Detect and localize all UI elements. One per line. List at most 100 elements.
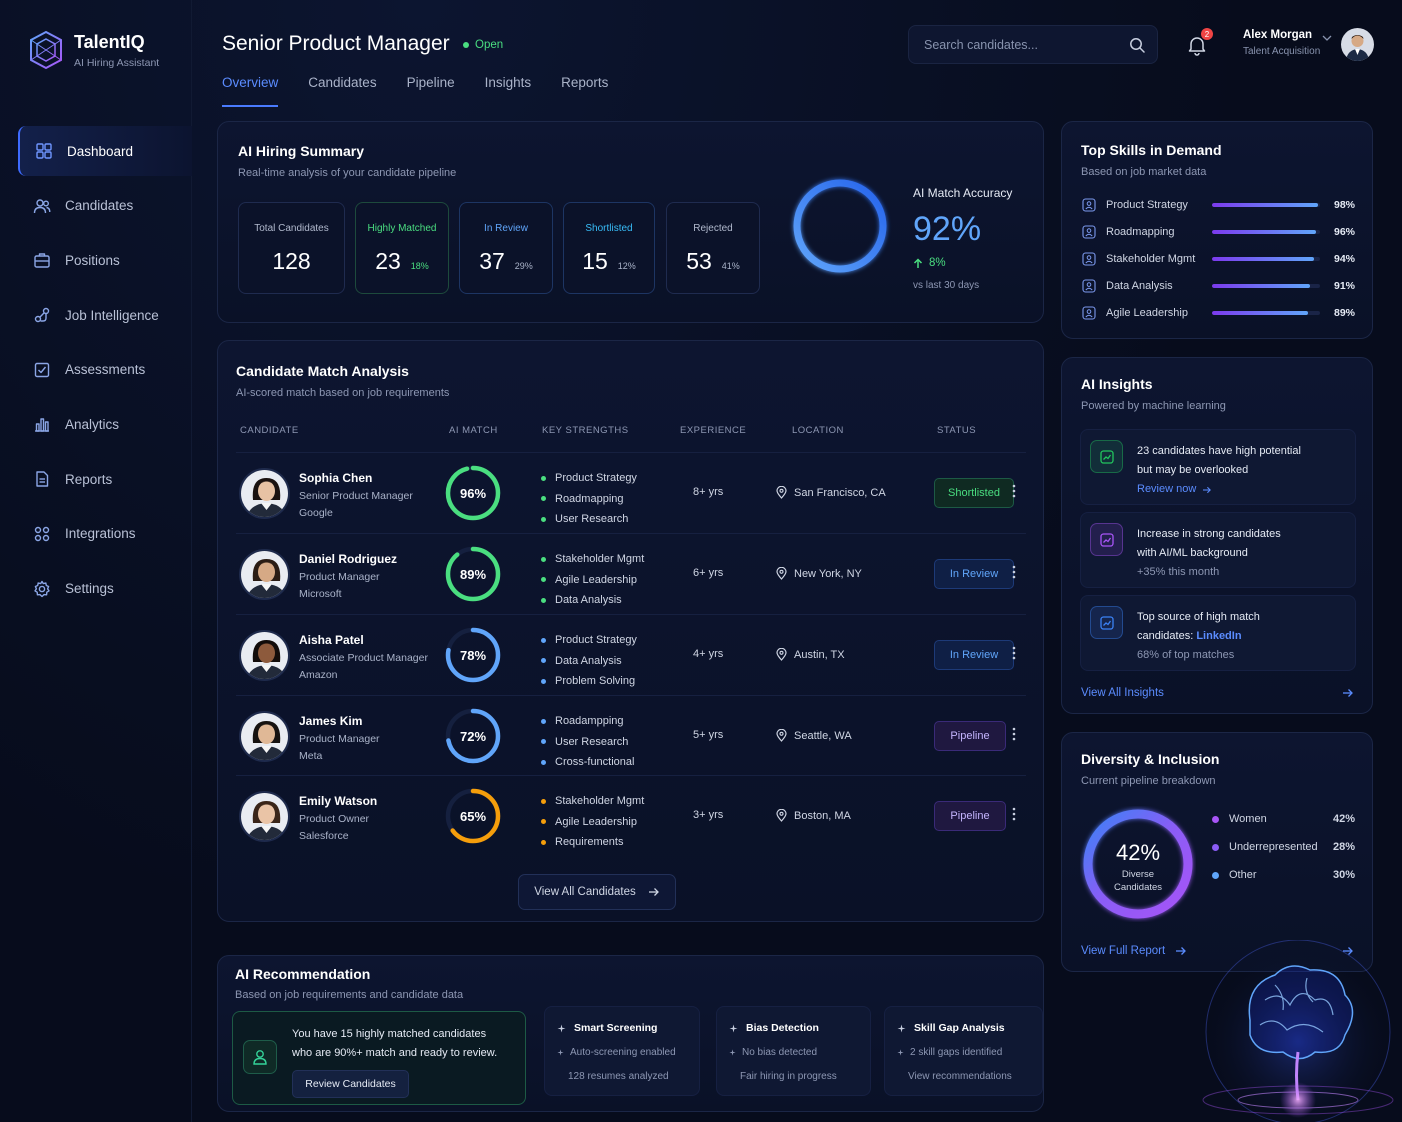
status-badge[interactable]: Pipeline (934, 801, 1006, 831)
ai-brain-illustration (1202, 940, 1394, 1122)
sidebar-item-job-intelligence[interactable]: Job Intelligence (18, 290, 192, 340)
strength-item: Agile Leadership (541, 570, 644, 591)
accuracy-label: AI Match Accuracy (913, 186, 1013, 200)
stat-shortlisted[interactable]: Shortlisted 15 12% (563, 202, 655, 294)
search-input[interactable] (924, 37, 1114, 52)
status-badge[interactable]: Shortlisted (934, 478, 1014, 508)
status-badge[interactable]: In Review (934, 559, 1014, 589)
insight-card[interactable]: Top source of high match candidates: Lin… (1080, 595, 1356, 671)
candidate-avatar[interactable] (239, 468, 290, 519)
stat-total-candidates[interactable]: Total Candidates 128 (238, 202, 345, 294)
recommendation-skill-gap-analysis[interactable]: Skill Gap Analysis 2 skill gaps identifi… (884, 1006, 1043, 1096)
sidebar-item-candidates[interactable]: Candidates (18, 181, 192, 231)
stat-highly-matched[interactable]: Highly Matched 23 18% (355, 202, 449, 294)
skill-percent: 94% (1333, 253, 1355, 265)
skill-name: Data Analysis (1106, 280, 1173, 292)
more-options-icon[interactable] (1012, 645, 1016, 661)
candidate-name[interactable]: Aisha Patel (299, 633, 364, 647)
sidebar-item-reports[interactable]: Reports (18, 454, 192, 504)
candidate-avatar[interactable] (239, 711, 290, 762)
candidate-name[interactable]: James Kim (299, 714, 363, 728)
match-ring (445, 465, 501, 521)
candidate-name[interactable]: Sophia Chen (299, 471, 373, 485)
recommendation-subtitle: Based on job requirements and candidate … (235, 989, 464, 1001)
notification-bell-icon[interactable] (1186, 34, 1208, 56)
recommendation-bias-detection[interactable]: Bias Detection No bias detected Fair hir… (716, 1006, 871, 1096)
more-options-icon[interactable] (1012, 806, 1016, 822)
more-options-icon[interactable] (1012, 726, 1016, 742)
tab-reports[interactable]: Reports (561, 75, 609, 90)
insight-card[interactable]: 23 candidates have high potential but ma… (1080, 429, 1356, 505)
view-all-insights-link[interactable]: View All Insights (1081, 687, 1164, 699)
view-all-candidates-button[interactable]: View All Candidates (518, 874, 676, 910)
sidebar-item-integrations[interactable]: Integrations (18, 509, 192, 559)
search-icon[interactable] (1129, 37, 1145, 53)
tab-overview[interactable]: Overview (222, 75, 279, 107)
location-pin-icon (776, 729, 787, 742)
candidate-avatar[interactable] (239, 791, 290, 842)
strength-label: Roadmapping (555, 492, 624, 505)
sidebar-item-dashboard[interactable]: Dashboard (18, 126, 192, 176)
insight-card[interactable]: Increase in strong candidates with AI/ML… (1080, 512, 1356, 588)
tab-pipeline[interactable]: Pipeline (406, 75, 455, 90)
recommendation-smart-screening[interactable]: Smart Screening Auto-screening enabled 1… (544, 1006, 700, 1096)
bullet-dot (541, 496, 546, 502)
candidate-avatar[interactable] (239, 630, 290, 681)
table-row[interactable]: Aisha Patel Associate Product Manager Am… (236, 614, 1026, 694)
stat-value: 53 (686, 248, 712, 274)
arrow-right-icon[interactable] (1342, 688, 1354, 698)
candidate-name[interactable]: Daniel Rodriguez (299, 552, 398, 566)
recommendation-box-title: Skill Gap Analysis (914, 1022, 1005, 1034)
sidebar-item-settings[interactable]: Settings (18, 564, 192, 614)
sidebar-item-assessments[interactable]: Assessments (18, 345, 192, 395)
insight-line1: Increase in strong candidates (1137, 528, 1281, 540)
location-pin-icon (776, 648, 787, 661)
review-candidates-button[interactable]: Review Candidates (292, 1070, 409, 1098)
insight-icon-box (1090, 440, 1123, 473)
insight-icon-box (1090, 523, 1123, 556)
diversity-center-label: Diverse (1121, 869, 1155, 880)
strength-item: Problem Solving (541, 671, 637, 692)
tab-candidates[interactable]: Candidates (308, 75, 377, 90)
status-badge[interactable]: In Review (934, 640, 1014, 670)
skill-name: Product Strategy (1106, 199, 1188, 211)
candidate-company: Salesforce (299, 830, 349, 842)
sidebar-item-analytics[interactable]: Analytics (18, 399, 192, 449)
skill-row: Product Strategy 98% (1082, 196, 1355, 214)
candidate-name[interactable]: Emily Watson (299, 794, 378, 808)
experience: 6+ yrs (693, 567, 724, 579)
key-strengths: Stakeholder Mgmt Agile Leadership Data Ana… (541, 549, 644, 611)
strength-item: Stakeholder Mgmt (541, 791, 644, 812)
skill-bar (1212, 311, 1320, 315)
view-full-report-link[interactable]: View Full Report (1081, 945, 1187, 957)
diversity-center-value: 42% (1115, 840, 1161, 865)
stat-rejected[interactable]: Rejected 53 41% (666, 202, 760, 294)
status-badge[interactable]: Pipeline (934, 721, 1006, 751)
hiring-summary-title: AI Hiring Summary (238, 143, 365, 159)
candidate-avatar[interactable] (239, 549, 290, 600)
review-now-link[interactable]: Review now (1137, 483, 1197, 495)
table-row[interactable]: James Kim Product Manager Meta 72% Roada… (236, 695, 1026, 775)
table-row[interactable]: Daniel Rodriguez Product Manager Microso… (236, 533, 1026, 613)
candidate-company: Amazon (299, 669, 338, 681)
location-label: Seattle, WA (794, 729, 852, 742)
tab-insights[interactable]: Insights (484, 75, 532, 90)
hiring-summary-card: AI Hiring Summary Real-time analysis of … (217, 121, 1044, 323)
skill-row: Roadmapping 96% (1082, 223, 1355, 241)
skill-name: Agile Leadership (1106, 307, 1188, 319)
users-icon (33, 198, 51, 213)
user-avatar[interactable] (1341, 28, 1374, 61)
more-options-icon[interactable] (1012, 564, 1016, 580)
sidebar-item-positions[interactable]: Positions (18, 235, 192, 285)
table-row[interactable]: Sophia Chen Senior Product Manager Googl… (236, 452, 1026, 532)
strength-item: User Research (541, 732, 634, 753)
table-row[interactable]: Emily Watson Product Owner Salesforce 65… (236, 775, 1026, 855)
user-menu[interactable]: Alex Morgan Talent Acquisition (1243, 29, 1320, 57)
brand[interactable]: TalentIQ AI Hiring Assistant (28, 30, 159, 70)
insight-highlight[interactable]: LinkedIn (1196, 630, 1242, 642)
stat-in-review[interactable]: In Review 37 29% (459, 202, 553, 294)
stat-percent: 29% (514, 261, 533, 271)
more-options-icon[interactable] (1012, 483, 1016, 499)
chevron-down-icon[interactable] (1322, 34, 1332, 42)
sidebar-item-label: Positions (65, 252, 120, 268)
